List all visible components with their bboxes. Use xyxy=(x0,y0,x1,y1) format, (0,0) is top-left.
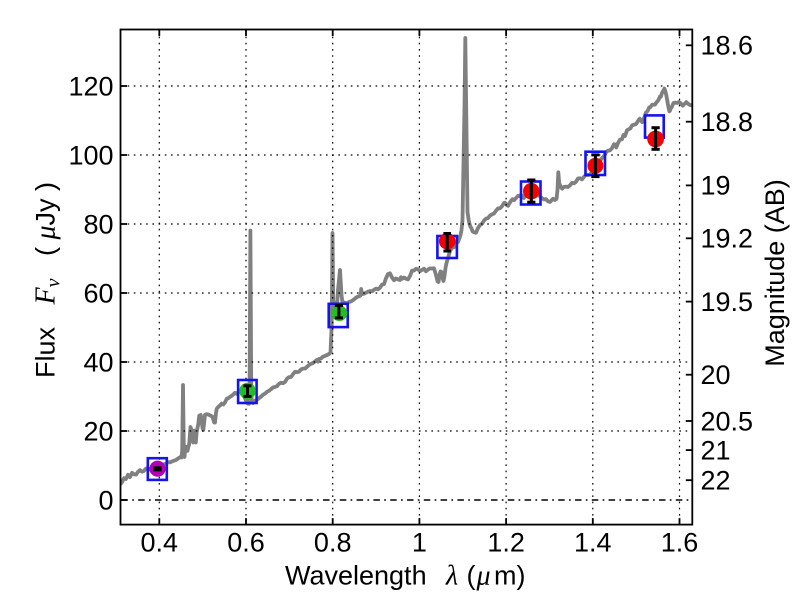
svg-text:μ: μ xyxy=(476,561,491,592)
svg-text:λ: λ xyxy=(445,561,458,592)
svg-text:120: 120 xyxy=(68,71,113,101)
svg-text:Wavelength: Wavelength xyxy=(285,561,427,591)
svg-text:19: 19 xyxy=(701,171,731,201)
svg-text:100: 100 xyxy=(68,140,113,170)
svg-text:m): m) xyxy=(494,561,525,591)
svg-text:0.6: 0.6 xyxy=(227,528,265,558)
svg-text:20: 20 xyxy=(701,360,731,390)
svg-text:19.5: 19.5 xyxy=(701,287,754,317)
svg-text:1.6: 1.6 xyxy=(661,528,699,558)
svg-text:60: 60 xyxy=(83,278,113,308)
svg-text:0.8: 0.8 xyxy=(314,528,352,558)
svg-text:19.2: 19.2 xyxy=(701,224,754,254)
svg-text:18.6: 18.6 xyxy=(701,31,754,61)
svg-text:18.8: 18.8 xyxy=(701,107,754,137)
svg-text:21: 21 xyxy=(701,435,731,465)
svg-text:Magnitude (AB): Magnitude (AB) xyxy=(760,179,790,367)
svg-text:20.5: 20.5 xyxy=(701,406,754,436)
svg-text:1.2: 1.2 xyxy=(487,528,525,558)
svg-text:0: 0 xyxy=(98,485,113,515)
svg-text:1: 1 xyxy=(412,528,427,558)
svg-text:22: 22 xyxy=(701,466,731,496)
svg-text:40: 40 xyxy=(83,347,113,377)
svg-text:0.4: 0.4 xyxy=(141,528,179,558)
svg-text:(: ( xyxy=(467,561,476,591)
svg-text:80: 80 xyxy=(83,209,113,239)
svg-text:1.4: 1.4 xyxy=(574,528,612,558)
svg-text:20: 20 xyxy=(83,416,113,446)
